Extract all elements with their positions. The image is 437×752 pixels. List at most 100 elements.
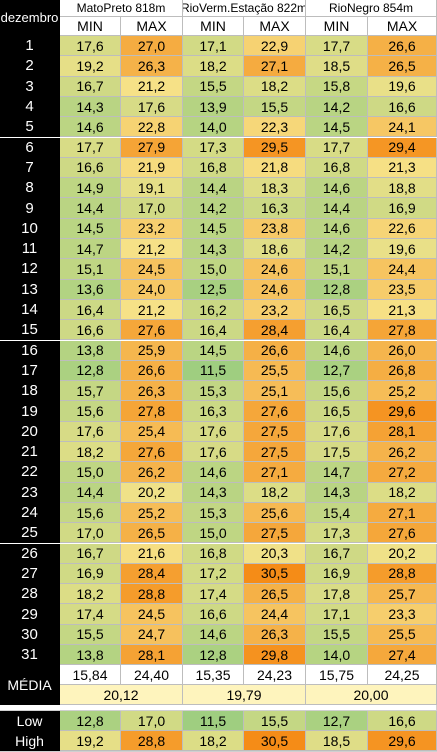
temp-cell[interactable]: 16,9	[368, 198, 437, 219]
temp-cell[interactable]: 11,5	[183, 360, 244, 382]
temp-cell[interactable]: 30,5	[244, 563, 306, 585]
temp-cell[interactable]: 16,8	[306, 157, 368, 179]
temp-cell[interactable]: 17,0	[60, 523, 121, 544]
day-number[interactable]: 16	[0, 340, 60, 361]
temp-cell[interactable]: 14,4	[60, 198, 121, 219]
high-value[interactable]: 29,6	[368, 731, 437, 752]
temp-cell[interactable]: 26,5	[121, 523, 183, 544]
temp-cell[interactable]: 15,0	[60, 462, 121, 483]
high-label[interactable]: High	[0, 731, 60, 752]
temp-cell[interactable]: 27,2	[368, 462, 437, 483]
temp-cell[interactable]: 17,6	[121, 96, 183, 118]
temp-cell[interactable]: 24,4	[368, 259, 437, 280]
temp-cell[interactable]: 16,4	[60, 299, 121, 321]
temp-cell[interactable]: 12,8	[60, 360, 121, 382]
temp-cell[interactable]: 25,5	[244, 360, 306, 382]
temp-cell[interactable]: 21,3	[368, 157, 437, 179]
temp-cell[interactable]: 21,9	[121, 157, 183, 179]
media-value[interactable]: 15,75	[306, 665, 368, 686]
temp-cell[interactable]: 21,6	[121, 543, 183, 564]
day-number[interactable]: 29	[0, 604, 60, 625]
temp-cell[interactable]: 27,1	[244, 56, 306, 77]
temp-cell[interactable]: 21,2	[121, 299, 183, 321]
high-value[interactable]: 28,8	[121, 731, 183, 752]
station-header[interactable]: RioVerm.Estação 822m	[183, 0, 306, 17]
temp-cell[interactable]: 14,6	[306, 178, 368, 199]
temp-cell[interactable]: 15,1	[60, 259, 121, 280]
temp-cell[interactable]: 17,6	[60, 421, 121, 442]
temp-cell[interactable]: 25,5	[368, 624, 437, 645]
temp-cell[interactable]: 27,6	[121, 320, 183, 341]
temp-cell[interactable]: 29,8	[244, 645, 306, 666]
temp-cell[interactable]: 29,6	[368, 401, 437, 422]
temp-cell[interactable]: 15,6	[60, 502, 121, 524]
temp-cell[interactable]: 16,6	[60, 157, 121, 179]
temp-cell[interactable]: 27,9	[121, 137, 183, 158]
temp-cell[interactable]: 18,2	[368, 482, 437, 503]
temp-cell[interactable]: 22,8	[121, 117, 183, 138]
temp-cell[interactable]: 12,8	[306, 279, 368, 300]
temp-cell[interactable]: 21,2	[121, 239, 183, 260]
temp-cell[interactable]: 17,3	[183, 137, 244, 158]
day-number[interactable]: 8	[0, 178, 60, 199]
temp-cell[interactable]: 17,4	[60, 604, 121, 625]
temp-cell[interactable]: 15,5	[244, 96, 306, 118]
low-value[interactable]: 12,7	[306, 711, 368, 732]
temp-cell[interactable]: 21,8	[244, 157, 306, 179]
day-number[interactable]: 20	[0, 421, 60, 442]
high-value[interactable]: 18,5	[306, 731, 368, 752]
temp-cell[interactable]: 17,4	[183, 584, 244, 605]
temp-cell[interactable]: 16,4	[306, 320, 368, 341]
temp-cell[interactable]: 16,6	[368, 96, 437, 118]
temp-cell[interactable]: 14,6	[183, 462, 244, 483]
temp-cell[interactable]: 14,7	[60, 239, 121, 260]
temp-cell[interactable]: 16,6	[183, 604, 244, 625]
media-overall[interactable]: 19,79	[183, 685, 306, 706]
temp-cell[interactable]: 14,4	[60, 482, 121, 503]
temp-cell[interactable]: 27,6	[244, 401, 306, 422]
temp-cell[interactable]: 28,4	[121, 563, 183, 585]
temp-cell[interactable]: 15,5	[183, 76, 244, 97]
temp-cell[interactable]: 12,5	[183, 279, 244, 300]
temp-cell[interactable]: 20,2	[121, 482, 183, 503]
temp-cell[interactable]: 28,4	[244, 320, 306, 341]
station-header[interactable]: MatoPreto 818m	[60, 0, 183, 17]
col-max-header[interactable]: MAX	[121, 17, 183, 36]
temp-cell[interactable]: 18,2	[244, 76, 306, 97]
temp-cell[interactable]: 28,1	[121, 645, 183, 666]
temp-cell[interactable]: 27,6	[121, 442, 183, 463]
temp-cell[interactable]: 17,3	[306, 523, 368, 544]
day-number[interactable]: 25	[0, 523, 60, 544]
col-min-header[interactable]: MIN	[60, 17, 121, 36]
temp-cell[interactable]: 17,8	[306, 584, 368, 605]
temp-cell[interactable]: 17,5	[306, 442, 368, 463]
low-value[interactable]: 11,5	[183, 711, 244, 732]
temp-cell[interactable]: 15,7	[60, 381, 121, 402]
temp-cell[interactable]: 25,4	[121, 421, 183, 442]
temp-cell[interactable]: 26,6	[244, 340, 306, 361]
media-overall[interactable]: 20,12	[60, 685, 183, 706]
temp-cell[interactable]: 19,6	[368, 239, 437, 260]
temp-cell[interactable]: 15,0	[183, 523, 244, 544]
temp-cell[interactable]: 16,4	[183, 320, 244, 341]
temp-cell[interactable]: 14,3	[60, 96, 121, 118]
col-max-header[interactable]: MAX	[368, 17, 437, 36]
day-number[interactable]: 6	[0, 137, 60, 158]
temp-cell[interactable]: 14,5	[183, 218, 244, 239]
low-value[interactable]: 16,6	[368, 711, 437, 732]
col-min-header[interactable]: MIN	[183, 17, 244, 36]
media-overall[interactable]: 20,00	[306, 685, 437, 706]
temp-cell[interactable]: 25,2	[121, 502, 183, 524]
day-number[interactable]: 26	[0, 543, 60, 564]
low-value[interactable]: 12,8	[60, 711, 121, 732]
day-number[interactable]: 4	[0, 96, 60, 118]
temp-cell[interactable]: 19,1	[121, 178, 183, 199]
temp-cell[interactable]: 15,5	[60, 624, 121, 645]
temp-cell[interactable]: 14,2	[183, 198, 244, 219]
temp-cell[interactable]: 26,8	[368, 360, 437, 382]
temp-cell[interactable]: 18,2	[60, 584, 121, 605]
temp-cell[interactable]: 14,5	[306, 117, 368, 138]
temp-cell[interactable]: 18,5	[306, 56, 368, 77]
month-label[interactable]: dezembro	[0, 0, 60, 36]
day-number[interactable]: 11	[0, 239, 60, 260]
